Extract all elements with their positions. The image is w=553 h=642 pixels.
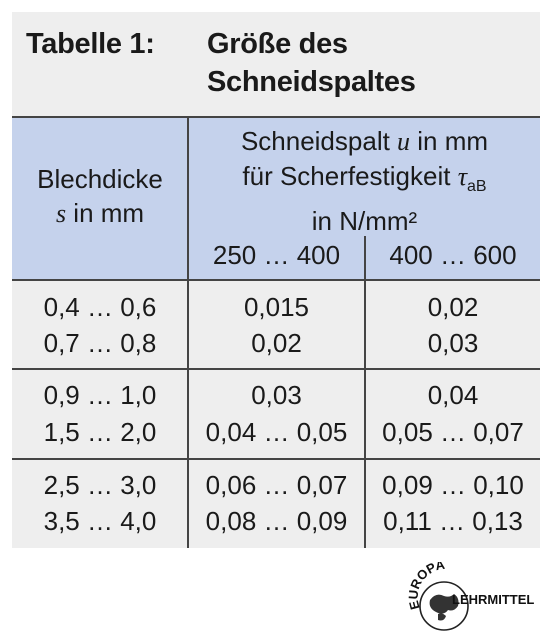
header-schneidspalt-line1: Schneidspalt u in mm xyxy=(189,124,540,159)
title-line-2: Schneidspaltes xyxy=(207,66,416,98)
subheader-400-600: 400 … 600 xyxy=(389,240,517,270)
table-cell: 0,4 … 0,6 xyxy=(43,292,157,322)
header-schneidspalt: Schneidspalt u in mm für Scherfestigkeit… xyxy=(189,124,540,238)
table-cell: 0,09 … 0,10 xyxy=(382,470,524,500)
table-cell: 0,02 xyxy=(251,328,302,358)
header-blechdicke-unit-text: in mm xyxy=(66,198,145,228)
subheader-250-400: 250 … 400 xyxy=(212,240,341,270)
column-divider-2 xyxy=(364,236,366,548)
header-schneidspalt-line2: für Scherfestigkeit τaB xyxy=(189,159,540,204)
title-line-1: Größe des xyxy=(207,28,348,60)
symbol-tau: τ xyxy=(457,162,468,191)
table-cell: 0,03 xyxy=(251,380,302,410)
table-cell: 0,04 … 0,05 xyxy=(205,417,348,447)
header-blechdicke-unit: s in mm xyxy=(12,196,188,231)
header-schneidspalt-prefix: Schneidspalt xyxy=(240,126,398,156)
table-cell: 0,11 … 0,13 xyxy=(383,506,523,536)
table-cell: 3,5 … 4,0 xyxy=(43,506,157,536)
table-cell: 0,08 … 0,09 xyxy=(205,506,348,536)
group-separator-2 xyxy=(12,458,540,460)
table-number: Tabelle 1: xyxy=(26,28,155,60)
table-cell: 0,05 … 0,07 xyxy=(382,417,524,447)
europa-lehrmittel-logo: EUROPA LEHRMITTEL xyxy=(408,562,534,631)
table-cell: 0,015 xyxy=(243,292,310,322)
table-cell: 0,02 xyxy=(427,292,479,322)
header-blechdicke: Blechdicke s in mm xyxy=(12,162,188,231)
column-divider-1 xyxy=(187,116,189,548)
table-header xyxy=(12,116,540,281)
group-separator-1 xyxy=(12,368,540,370)
table-cell: 2,5 … 3,0 xyxy=(43,470,157,500)
table-cell: 0,04 xyxy=(427,380,479,410)
table-cell: 1,5 … 2,0 xyxy=(43,417,157,447)
symbol-u: u xyxy=(397,127,411,156)
header-schneidspalt-line3: in N/mm² xyxy=(311,206,418,236)
table-cell: 0,7 … 0,8 xyxy=(43,328,157,358)
symbol-s: s xyxy=(55,199,67,228)
header-schneidspalt-suffix: in mm xyxy=(410,126,489,156)
table-title: Tabelle 1: Größe des Schneidspaltes xyxy=(12,12,540,116)
symbol-tau-subscript: aB xyxy=(467,178,487,195)
logo-lehrmittel-text: LEHRMITTEL xyxy=(452,592,534,607)
table-cell: 0,9 … 1,0 xyxy=(43,380,157,410)
header-scherfestigkeit: für Scherfestigkeit xyxy=(242,161,458,191)
table-cell: 0,06 … 0,07 xyxy=(205,470,348,500)
table-cell: 0,03 xyxy=(427,328,479,358)
header-blechdicke-label: Blechdicke xyxy=(37,164,163,194)
